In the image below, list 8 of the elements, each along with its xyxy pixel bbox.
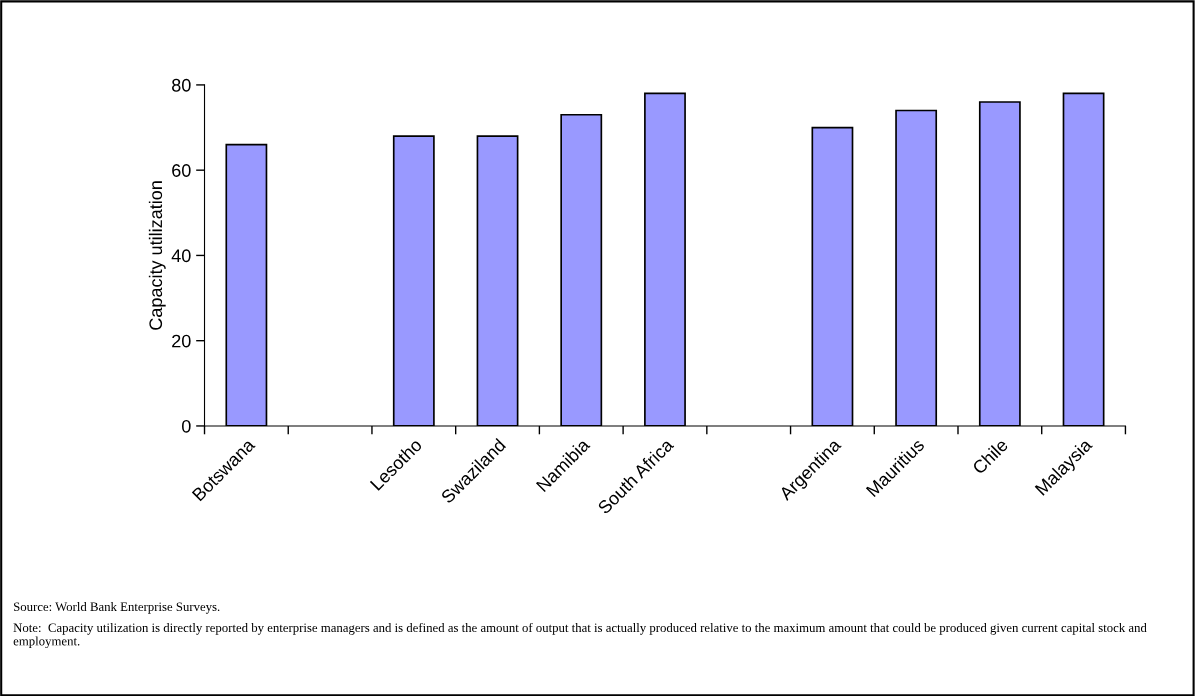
y-axis-title: Capacity utilization [148,181,166,330]
y-tick-label: 60 [172,164,191,177]
y-tick-label: 40 [171,249,191,263]
y-tick-label: 0 [181,419,191,433]
source-note: Source: World Bank Enterprise Surveys. [14,602,220,614]
text: Note: Capacity utilization is directly reported by enterprise managers and is defined as the amount of output that is actually produced relative to the maximum amount that could be produced given current capital stock and employment. [13,622,1147,649]
y-tick-label: 80 [172,78,191,92]
y-tick-label: 20 [172,334,191,348]
